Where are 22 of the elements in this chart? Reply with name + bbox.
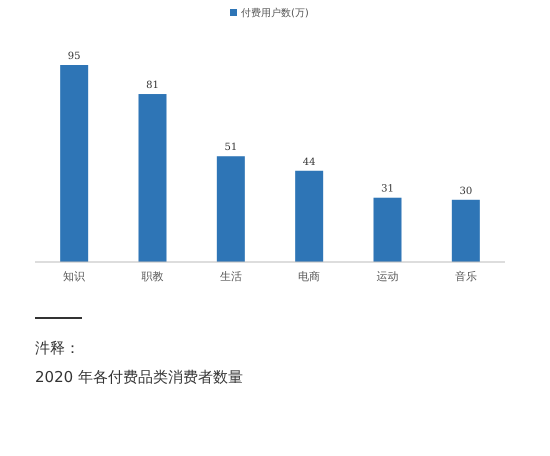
x-tick-label: 音乐 (454, 270, 477, 283)
x-tick-label: 知识 (63, 270, 86, 283)
data-label: 81 (146, 80, 159, 92)
data-label: 30 (459, 186, 472, 197)
x-tick-label: 电商 (298, 270, 320, 283)
x-tick-label: 运动 (376, 270, 398, 283)
data-label: 44 (302, 156, 316, 168)
bar (295, 170, 324, 262)
bar (452, 200, 480, 262)
legend-label: 付费用户数(万) (241, 7, 309, 19)
bar (138, 94, 166, 262)
x-tick-label: 生活 (220, 270, 242, 283)
text: 2020 年各付费品类消费者数量 (35, 368, 243, 386)
bar (216, 156, 245, 262)
text: 汼释： (35, 339, 80, 357)
legend: 付费用户数(万) (230, 8, 309, 19)
bar (60, 65, 88, 262)
data-label: 31 (381, 184, 394, 195)
bar (374, 198, 402, 262)
data-label: 51 (224, 142, 238, 154)
data-label: 95 (68, 51, 81, 62)
x-tick-label: 职教 (142, 270, 164, 283)
